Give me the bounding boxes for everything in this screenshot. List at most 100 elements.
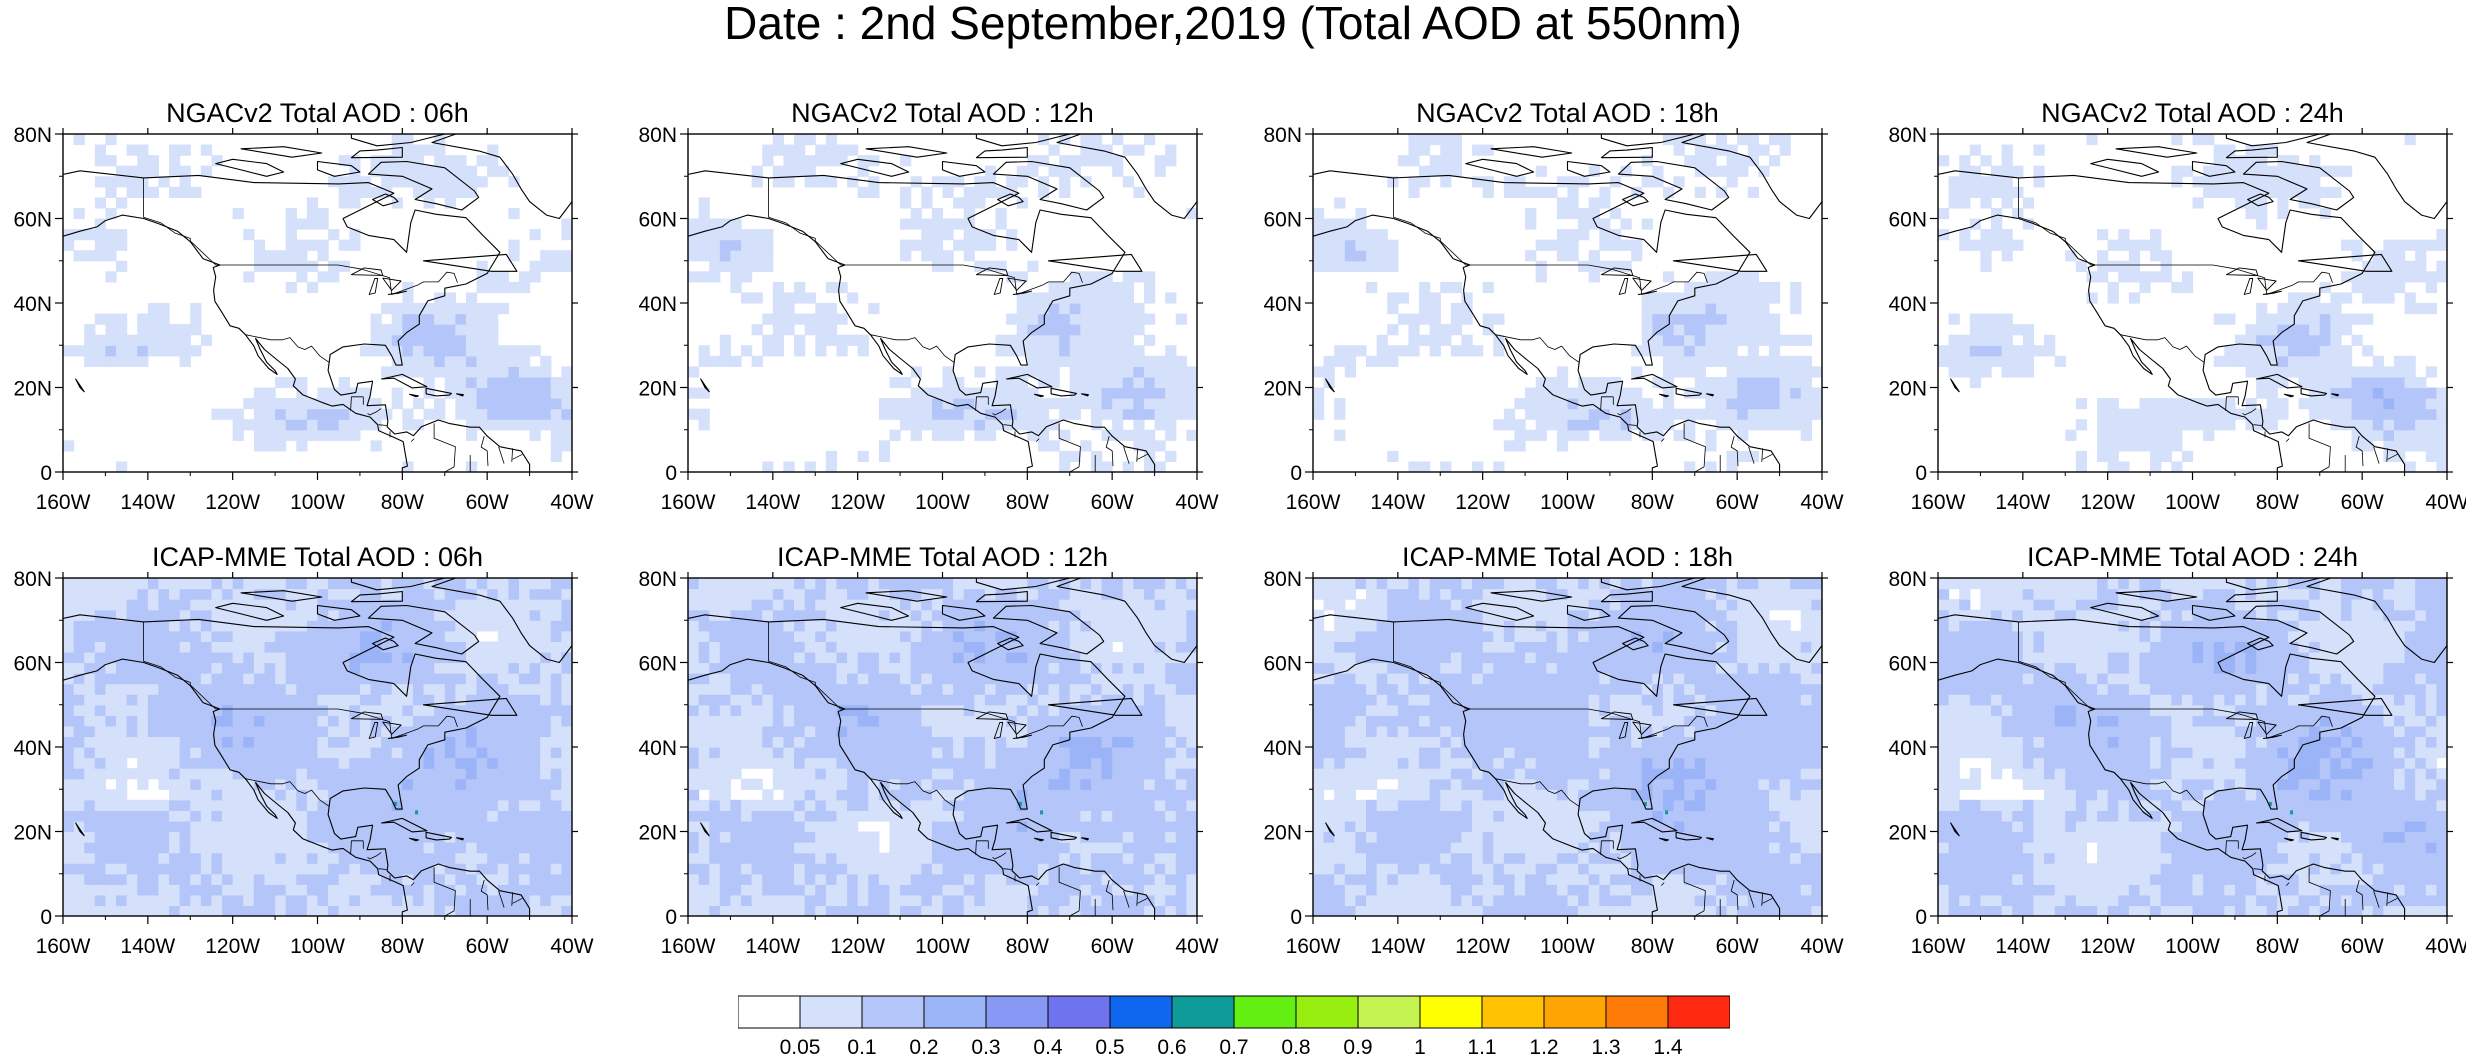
colorbar-swatch (1482, 996, 1544, 1028)
y-tick-label: 20N (1888, 822, 1927, 845)
colorbar-swatch (862, 996, 924, 1028)
x-tick-label: 160W (1286, 935, 1341, 958)
x-tick-label: 60W (466, 935, 509, 958)
y-tick-label: 0 (1290, 906, 1302, 929)
colorbar-swatch (800, 996, 862, 1028)
colorbar-label: 0.8 (1281, 1036, 1310, 1057)
x-tick-label: 140W (745, 491, 800, 514)
x-tick-label: 60W (466, 491, 509, 514)
y-tick-label: 0 (40, 906, 52, 929)
panel-title: NGACv2 Total AOD : 24h (2041, 98, 2344, 128)
x-tick-label: 80W (2256, 491, 2299, 514)
x-tick-label: 100W (2165, 935, 2220, 958)
y-tick-label: 40N (638, 293, 677, 316)
colorbar-swatch (986, 996, 1048, 1028)
x-tick-label: 120W (205, 491, 260, 514)
aod-field (1938, 134, 2448, 473)
y-tick-label: 40N (13, 737, 52, 760)
aod-field (688, 578, 1198, 917)
x-tick-label: 160W (36, 935, 91, 958)
x-tick-label: 120W (2080, 491, 2135, 514)
colorbar-label: 0.5 (1095, 1036, 1124, 1057)
y-tick-label: 40N (638, 737, 677, 760)
colorbar-label: 0.4 (1033, 1036, 1063, 1057)
colorbar-swatch (1234, 996, 1296, 1028)
colorbar-swatch (1172, 996, 1234, 1028)
y-tick-label: 20N (1263, 378, 1302, 401)
colorbar-swatch (1606, 996, 1668, 1028)
y-tick-label: 0 (1290, 462, 1302, 485)
y-tick-label: 60N (638, 653, 677, 676)
colorbar-label: 1 (1414, 1036, 1426, 1057)
x-tick-label: 60W (2341, 935, 2384, 958)
y-tick-label: 80N (1888, 568, 1927, 591)
colorbar-label: 0.3 (971, 1036, 1000, 1057)
y-tick-label: 60N (1263, 653, 1302, 676)
x-tick-label: 80W (1631, 935, 1674, 958)
x-tick-label: 120W (205, 935, 260, 958)
x-tick-label: 80W (2256, 935, 2299, 958)
colorbar-swatch (1048, 996, 1110, 1028)
colorbar-label: 0.05 (780, 1036, 821, 1057)
y-tick-label: 60N (1263, 209, 1302, 232)
x-tick-label: 100W (290, 491, 345, 514)
y-tick-label: 80N (13, 124, 52, 147)
aod-field (63, 134, 573, 473)
y-tick-label: 80N (13, 568, 52, 591)
y-tick-label: 20N (13, 822, 52, 845)
y-tick-label: 80N (638, 568, 677, 591)
y-tick-label: 80N (1888, 124, 1927, 147)
y-tick-label: 80N (638, 124, 677, 147)
y-tick-label: 20N (638, 822, 677, 845)
colorbar-label: 1.2 (1529, 1036, 1558, 1057)
x-tick-label: 160W (1911, 491, 1966, 514)
y-tick-label: 60N (13, 209, 52, 232)
x-tick-label: 140W (120, 935, 175, 958)
x-tick-label: 160W (1286, 491, 1341, 514)
y-tick-label: 20N (13, 378, 52, 401)
y-tick-label: 40N (1263, 293, 1302, 316)
x-tick-label: 60W (2341, 491, 2384, 514)
colorbar-label: 0.7 (1219, 1036, 1248, 1057)
y-tick-label: 20N (1263, 822, 1302, 845)
y-tick-label: 60N (638, 209, 677, 232)
panel-title: NGACv2 Total AOD : 18h (1416, 98, 1719, 128)
x-tick-label: 40W (2425, 491, 2466, 514)
y-tick-label: 40N (1263, 737, 1302, 760)
x-tick-label: 100W (915, 491, 970, 514)
colorbar-label: 1.4 (1653, 1036, 1683, 1057)
x-tick-label: 40W (550, 491, 593, 514)
x-tick-label: 100W (1540, 935, 1595, 958)
aod-field (1313, 578, 1823, 917)
x-tick-label: 40W (550, 935, 593, 958)
x-tick-label: 140W (1370, 491, 1425, 514)
y-tick-label: 60N (1888, 653, 1927, 676)
x-tick-label: 80W (1006, 935, 1049, 958)
panel-title: ICAP-MME Total AOD : 18h (1402, 542, 1733, 572)
x-tick-label: 120W (830, 935, 885, 958)
y-tick-label: 0 (40, 462, 52, 485)
y-tick-label: 0 (1915, 462, 1927, 485)
x-tick-label: 60W (1091, 491, 1134, 514)
panel-title: NGACv2 Total AOD : 12h (791, 98, 1094, 128)
x-tick-label: 80W (381, 935, 424, 958)
colorbar-swatch (1358, 996, 1420, 1028)
aod-field (1938, 578, 2448, 917)
x-tick-label: 120W (830, 491, 885, 514)
y-tick-label: 40N (13, 293, 52, 316)
x-tick-label: 160W (661, 491, 716, 514)
colorbar-swatch (1110, 996, 1172, 1028)
colorbar-label: 1.3 (1591, 1036, 1620, 1057)
y-tick-label: 60N (13, 653, 52, 676)
colorbar-swatch (1420, 996, 1482, 1028)
x-tick-label: 40W (1800, 491, 1843, 514)
y-tick-label: 0 (665, 462, 677, 485)
x-tick-label: 160W (1911, 935, 1966, 958)
x-tick-label: 100W (2165, 491, 2220, 514)
x-tick-label: 120W (1455, 935, 1510, 958)
x-tick-label: 60W (1091, 935, 1134, 958)
